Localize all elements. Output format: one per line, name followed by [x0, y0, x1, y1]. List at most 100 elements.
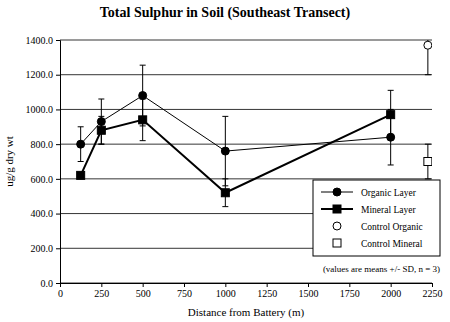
x-tick-mark	[391, 283, 392, 287]
point	[221, 147, 229, 155]
legend-entry: Control Organic	[333, 222, 423, 232]
error-bar	[425, 144, 431, 179]
legend-label: Control Organic	[361, 222, 423, 232]
error-bar-cap	[425, 74, 431, 75]
y-tick-label: 0.0	[41, 278, 54, 289]
chart: 0.0200.0400.0600.0800.01000.01200.01400.…	[0, 0, 450, 322]
legend-entry: Control Mineral	[333, 239, 423, 249]
y-tick: 400.0	[31, 208, 61, 219]
error-bar-cap	[425, 144, 431, 145]
y-tick: 200.0	[31, 243, 61, 254]
y-tick-mark	[56, 144, 60, 145]
annotation: (values are means +/- SD, n = 3)	[323, 264, 440, 274]
y-tick: 0.0	[41, 278, 61, 289]
y-tick-label: 400.0	[31, 208, 54, 219]
error-bar-cap	[222, 116, 228, 117]
x-tick-mark	[101, 283, 102, 287]
x-tick-label: 1500	[299, 288, 319, 299]
x-tick-label: 0	[58, 288, 63, 299]
point	[424, 158, 432, 166]
legend-marker	[333, 222, 341, 230]
error-bar-cap	[78, 126, 84, 127]
error-bar-cap	[140, 140, 146, 141]
y-tick-label: 600.0	[31, 174, 54, 185]
x-axis-title: Distance from Battery (m)	[188, 306, 305, 319]
error-bar-cap	[98, 99, 104, 100]
y-tick-label: 200.0	[31, 243, 54, 254]
x-tick: 500	[136, 283, 151, 299]
x-tick-mark	[349, 283, 350, 287]
point	[139, 116, 147, 124]
x-tick-label: 2250	[423, 288, 443, 299]
x-tick-mark	[225, 283, 226, 287]
error-bar	[140, 65, 146, 126]
y-tick-mark	[56, 248, 60, 249]
error-bar-cap	[425, 178, 431, 179]
legend-label: Organic Layer	[361, 188, 417, 198]
grid-line	[60, 178, 432, 179]
error-bar	[425, 40, 431, 75]
error-bar-cap	[140, 65, 146, 66]
error-bar-cap	[388, 90, 394, 91]
grid-line	[60, 144, 432, 145]
grid	[60, 40, 432, 283]
x-tick: 750	[177, 283, 192, 299]
x-axis-line	[61, 284, 433, 288]
legend-entry: Mineral Layer	[321, 205, 416, 215]
x-tick-label: 2000	[381, 288, 401, 299]
x-tick-label: 1750	[340, 288, 360, 299]
error-bar	[78, 127, 84, 162]
x-tick-label: 750	[177, 288, 192, 299]
legend-label: Control Mineral	[361, 239, 423, 249]
x-tick-mark	[60, 283, 61, 287]
y-tick-mark	[56, 75, 60, 76]
x-tick-mark	[143, 283, 144, 287]
y-axis-line	[56, 41, 61, 284]
x-tick: 2250	[423, 283, 443, 299]
grid-line	[60, 109, 432, 110]
error-bar-cap	[388, 164, 394, 165]
y-tick: 1400.0	[26, 35, 61, 46]
error-bar-cap	[222, 178, 228, 179]
legend-marker	[333, 205, 341, 213]
x-tick: 0	[58, 283, 63, 299]
error-bar	[388, 90, 394, 139]
legend-label: Mineral Layer	[361, 205, 416, 215]
y-tick: 1000.0	[26, 104, 61, 115]
legend-marker	[333, 239, 341, 247]
error-bar-cap	[140, 99, 146, 100]
point	[77, 171, 85, 179]
x-tick: 2000	[381, 283, 401, 299]
error-bar	[98, 116, 104, 144]
error-bar	[98, 99, 104, 144]
point	[424, 41, 432, 49]
legend-box	[313, 180, 440, 256]
error-bar-cap	[222, 206, 228, 207]
error-bar-stem	[101, 99, 102, 144]
point	[221, 189, 229, 197]
y-tick: 800.0	[31, 139, 61, 150]
y-axis: 0.0200.0400.0600.0800.01000.01200.01400.…	[26, 35, 61, 289]
y-tick-mark	[56, 40, 60, 41]
y-tick-mark	[56, 283, 60, 284]
error-bar	[222, 116, 228, 185]
y-tick-label: 1000.0	[26, 104, 54, 115]
point	[97, 126, 105, 134]
plot: 0.0200.0400.0600.0800.01000.01200.01400.…	[26, 16, 443, 299]
y-tick-label: 800.0	[31, 139, 54, 150]
y-tick-mark	[56, 214, 60, 215]
x-tick-mark	[184, 283, 185, 287]
x-tick-label: 1250	[257, 288, 277, 299]
y-tick-label: 1400.0	[26, 35, 54, 46]
x-tick: 1750	[340, 283, 360, 299]
x-axis: 0 250 500 750 1000 1250 1500 1750 2000 2250	[58, 283, 443, 299]
x-tick-label: 1000	[216, 288, 236, 299]
grid-line	[60, 74, 432, 75]
y-tick-mark	[56, 179, 60, 180]
grid-line	[60, 40, 432, 41]
x-tick: 1500	[299, 283, 319, 299]
x-tick-mark	[267, 283, 268, 287]
error-bar-cap	[98, 116, 104, 117]
series	[424, 40, 432, 75]
x-tick-label: 250	[94, 288, 109, 299]
